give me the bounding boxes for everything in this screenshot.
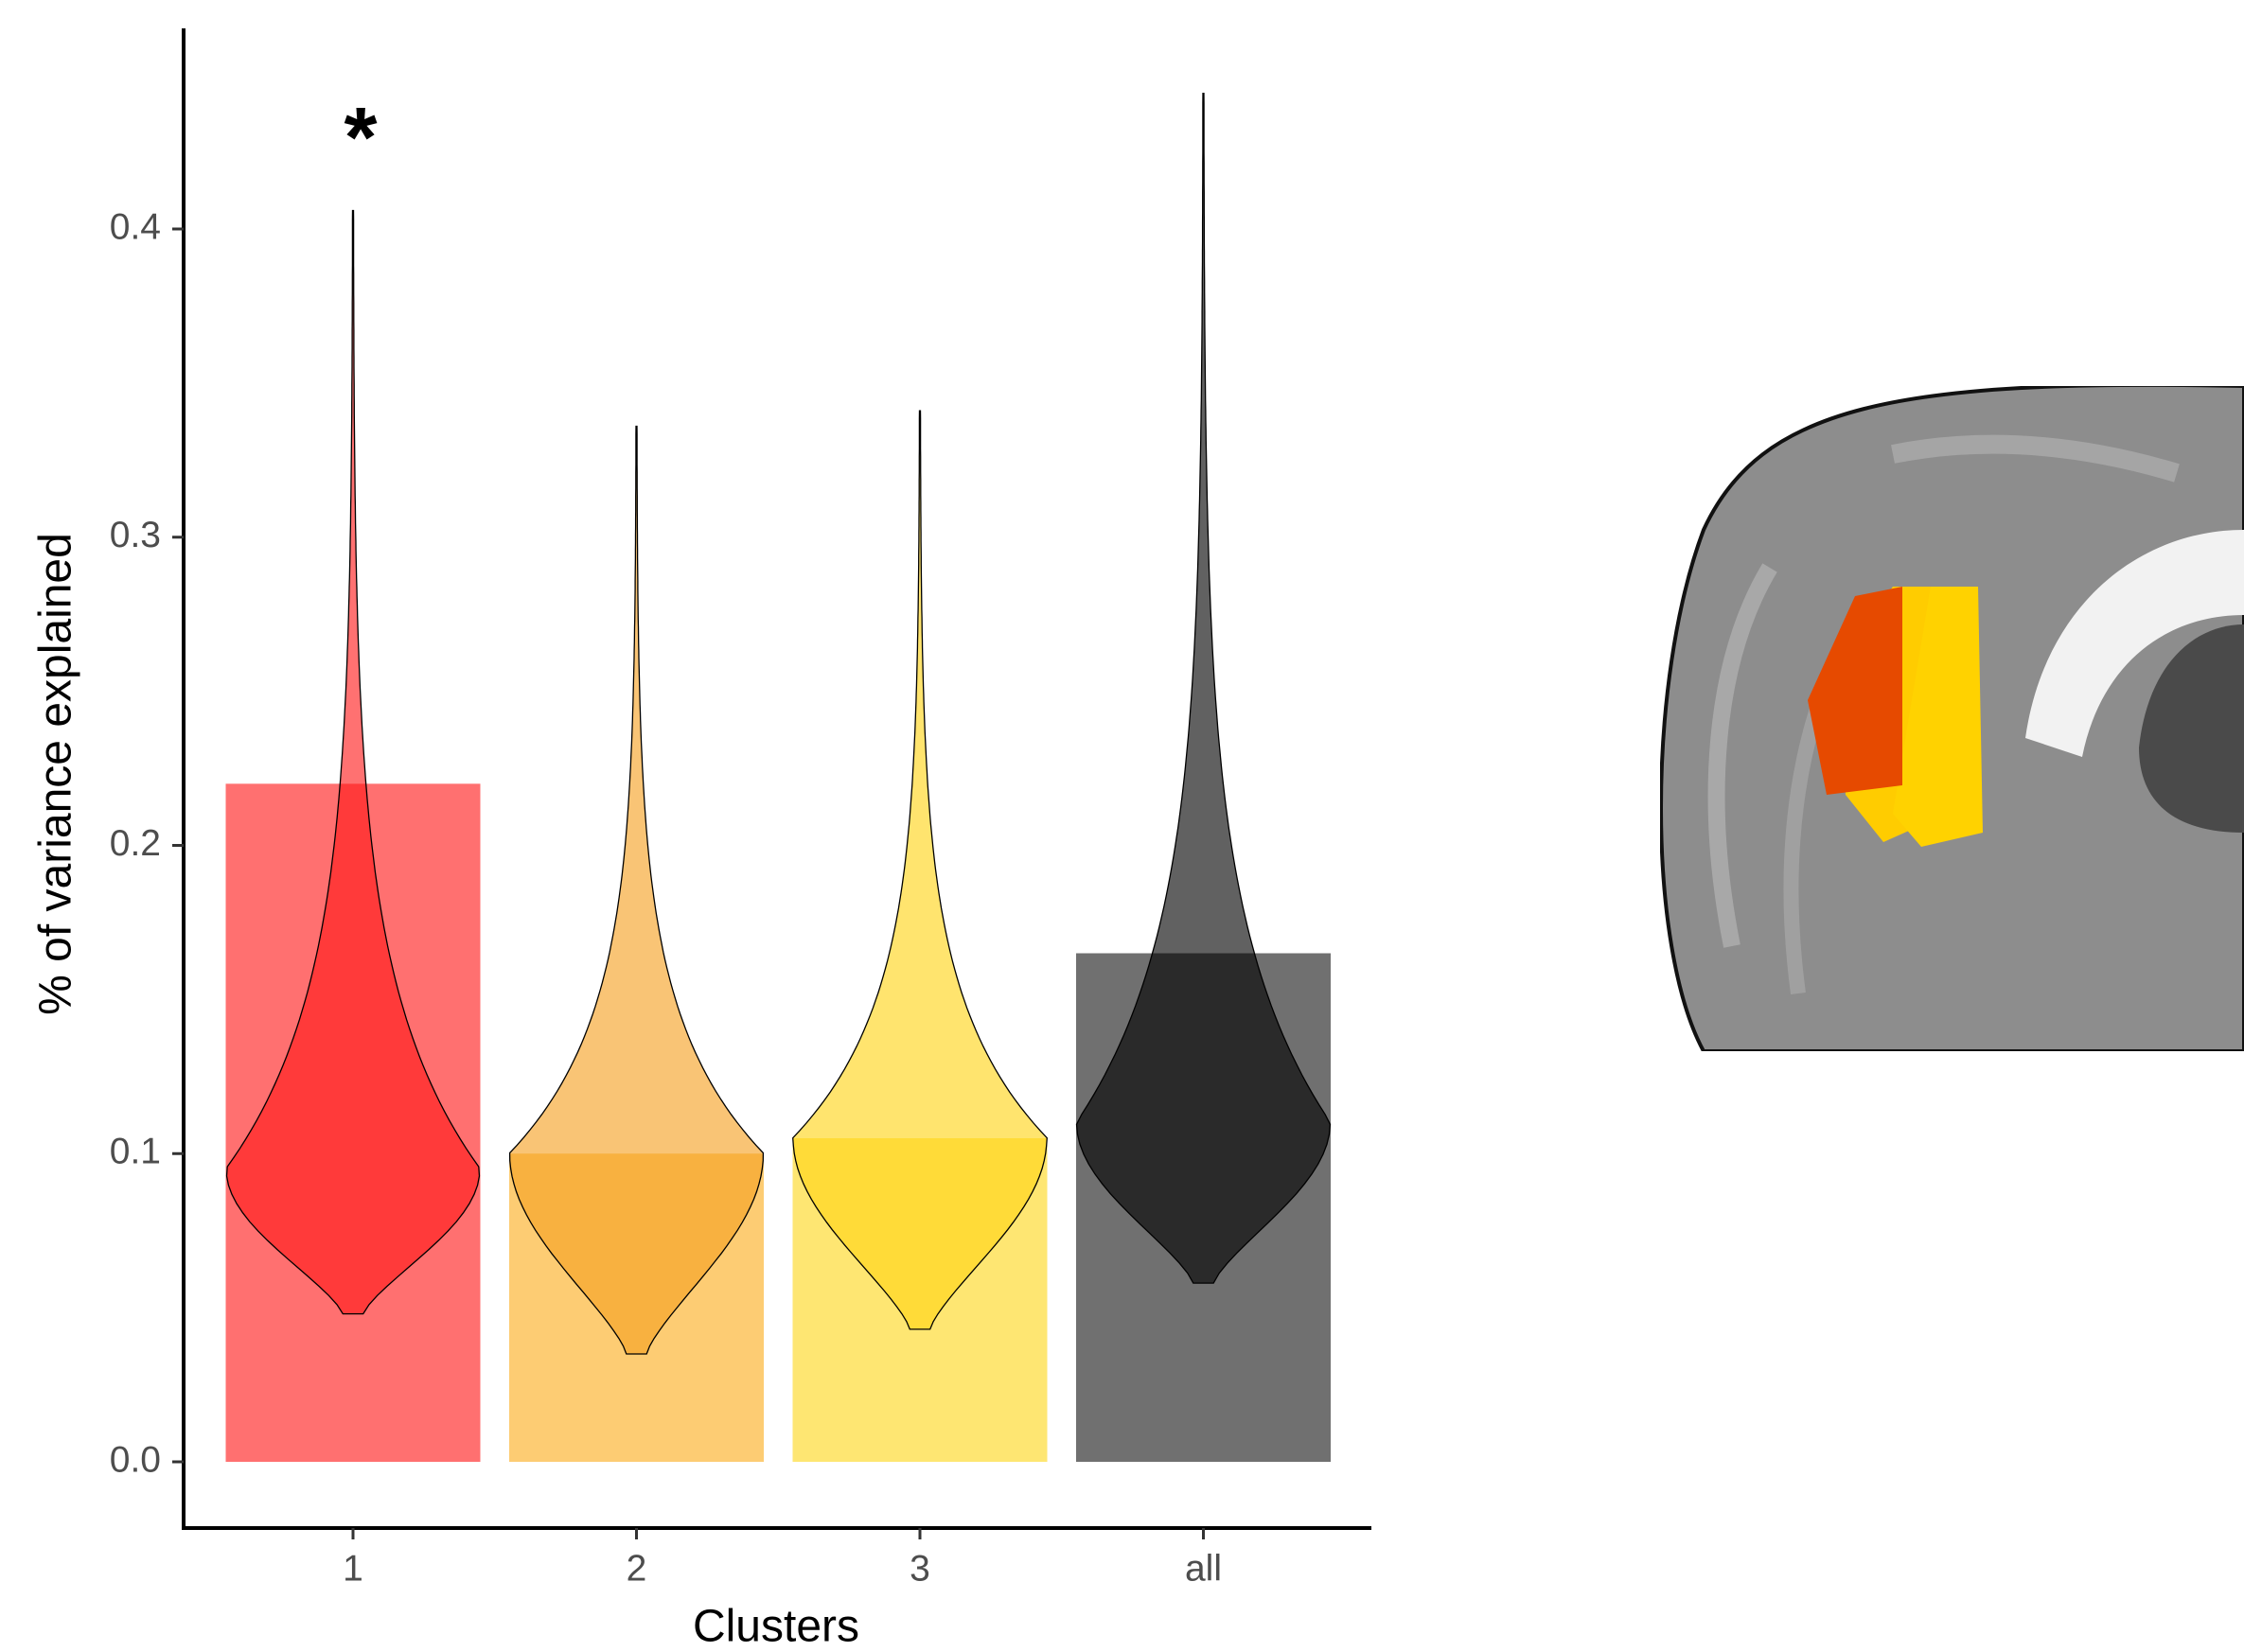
- x-tick-label: all: [1185, 1548, 1222, 1589]
- y-tick-label: 0.1: [110, 1132, 161, 1172]
- y-tick-label: 0.4: [110, 206, 161, 247]
- chart: Clusters % of variance explained 0.0 0.1 0…: [0, 0, 2244, 1652]
- x-tick-label: 2: [627, 1548, 647, 1589]
- page: Clusters % of variance explained 0.0 0.1 0…: [0, 0, 2244, 1652]
- brain-image: [1661, 385, 2244, 1051]
- y-axis-title: % of variance explained: [31, 533, 81, 1015]
- significance-marker: *: [344, 91, 377, 185]
- y-tick-label: 0.0: [110, 1439, 161, 1480]
- violin: [227, 211, 480, 1314]
- violin: [793, 411, 1048, 1329]
- x-axis-title: Clusters: [693, 1602, 859, 1652]
- y-tick-label: 0.2: [110, 823, 161, 864]
- y-tick-label: 0.3: [110, 515, 161, 555]
- x-tick-label: 1: [343, 1548, 363, 1589]
- violin: [1077, 94, 1331, 1283]
- violin: [510, 427, 764, 1355]
- x-tick-label: 3: [910, 1548, 930, 1589]
